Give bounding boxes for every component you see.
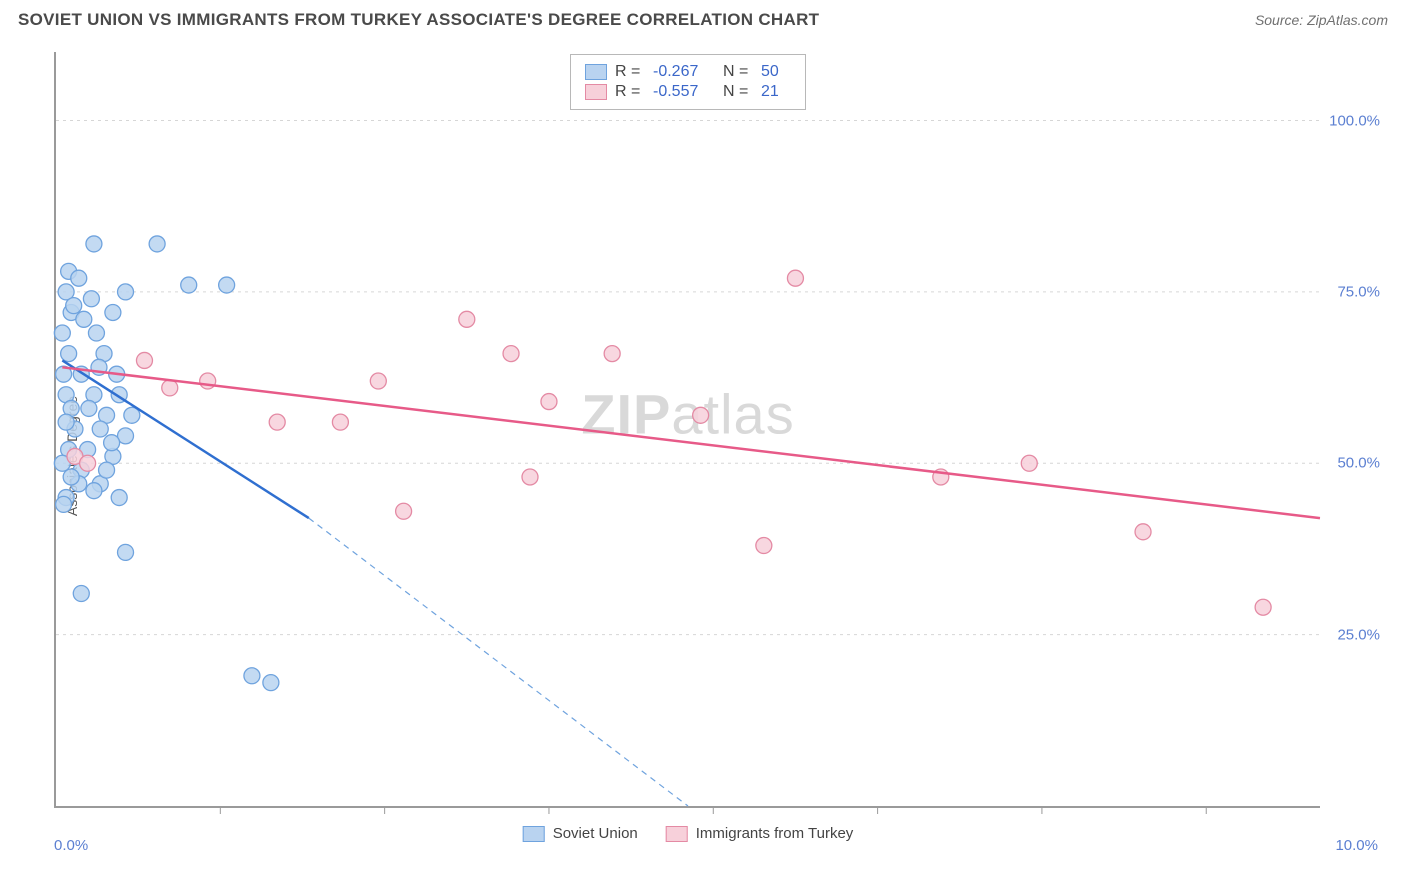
data-point [61, 346, 77, 362]
data-point [83, 291, 99, 307]
data-point [66, 298, 82, 314]
y-tick-label: 75.0% [1337, 283, 1380, 300]
data-point [522, 469, 538, 485]
data-point [1021, 455, 1037, 471]
legend-item-soviet: Soviet Union [523, 825, 638, 842]
swatch-turkey-icon [666, 826, 688, 842]
data-point [604, 346, 620, 362]
data-point [787, 270, 803, 286]
n-label: N = [723, 63, 753, 81]
chart-title: SOVIET UNION VS IMMIGRANTS FROM TURKEY A… [18, 10, 819, 30]
data-point [396, 503, 412, 519]
r-label: R = [615, 63, 645, 81]
data-point [541, 394, 557, 410]
legend-item-turkey: Immigrants from Turkey [666, 825, 854, 842]
data-point [244, 668, 260, 684]
data-point [263, 675, 279, 691]
data-point [58, 414, 74, 430]
data-point [73, 586, 89, 602]
r-value-turkey: -0.557 [653, 83, 715, 101]
data-point [503, 346, 519, 362]
legend-label-turkey: Immigrants from Turkey [696, 825, 854, 842]
data-point [756, 538, 772, 554]
data-point [459, 311, 475, 327]
plot-area: ZIPatlas R = -0.267 N = 50 R = -0.557 N … [54, 52, 1320, 808]
y-tick-label: 50.0% [1337, 455, 1380, 472]
x-tick-label: 10.0% [1335, 837, 1378, 854]
data-point [136, 352, 152, 368]
data-point [181, 277, 197, 293]
y-tick-label: 100.0% [1329, 112, 1380, 129]
data-point [81, 400, 97, 416]
data-point [86, 483, 102, 499]
data-point [88, 325, 104, 341]
trend-line [62, 367, 1320, 518]
data-point [92, 421, 108, 437]
data-point [693, 407, 709, 423]
series-legend: Soviet Union Immigrants from Turkey [523, 825, 854, 842]
data-point [104, 435, 120, 451]
legend-row-turkey: R = -0.557 N = 21 [585, 83, 791, 101]
chart-header: SOVIET UNION VS IMMIGRANTS FROM TURKEY A… [0, 0, 1406, 36]
data-point [332, 414, 348, 430]
data-point [105, 304, 121, 320]
swatch-soviet [585, 64, 607, 80]
data-point [54, 325, 70, 341]
n-label: N = [723, 83, 753, 101]
data-point [219, 277, 235, 293]
swatch-turkey [585, 84, 607, 100]
data-point [118, 284, 134, 300]
n-value-soviet: 50 [761, 63, 791, 81]
data-point [99, 462, 115, 478]
data-point [1255, 599, 1271, 615]
data-point [80, 455, 96, 471]
data-point [56, 496, 72, 512]
data-point [370, 373, 386, 389]
n-value-turkey: 21 [761, 83, 791, 101]
plot-svg [56, 52, 1320, 806]
trend-line-extrapolated [309, 518, 688, 806]
data-point [118, 544, 134, 560]
data-point [162, 380, 178, 396]
x-tick-label: 0.0% [54, 837, 88, 854]
data-point [86, 236, 102, 252]
data-point [71, 270, 87, 286]
data-point [76, 311, 92, 327]
legend-row-soviet: R = -0.267 N = 50 [585, 63, 791, 81]
chart-source: Source: ZipAtlas.com [1255, 12, 1388, 28]
correlation-legend: R = -0.267 N = 50 R = -0.557 N = 21 [570, 54, 806, 110]
swatch-soviet-icon [523, 826, 545, 842]
chart-container: Associate's Degree ZIPatlas R = -0.267 N… [18, 46, 1388, 866]
r-value-soviet: -0.267 [653, 63, 715, 81]
y-tick-label: 25.0% [1337, 626, 1380, 643]
r-label: R = [615, 83, 645, 101]
data-point [149, 236, 165, 252]
legend-label-soviet: Soviet Union [553, 825, 638, 842]
data-point [63, 469, 79, 485]
data-point [269, 414, 285, 430]
data-point [1135, 524, 1151, 540]
data-point [111, 490, 127, 506]
